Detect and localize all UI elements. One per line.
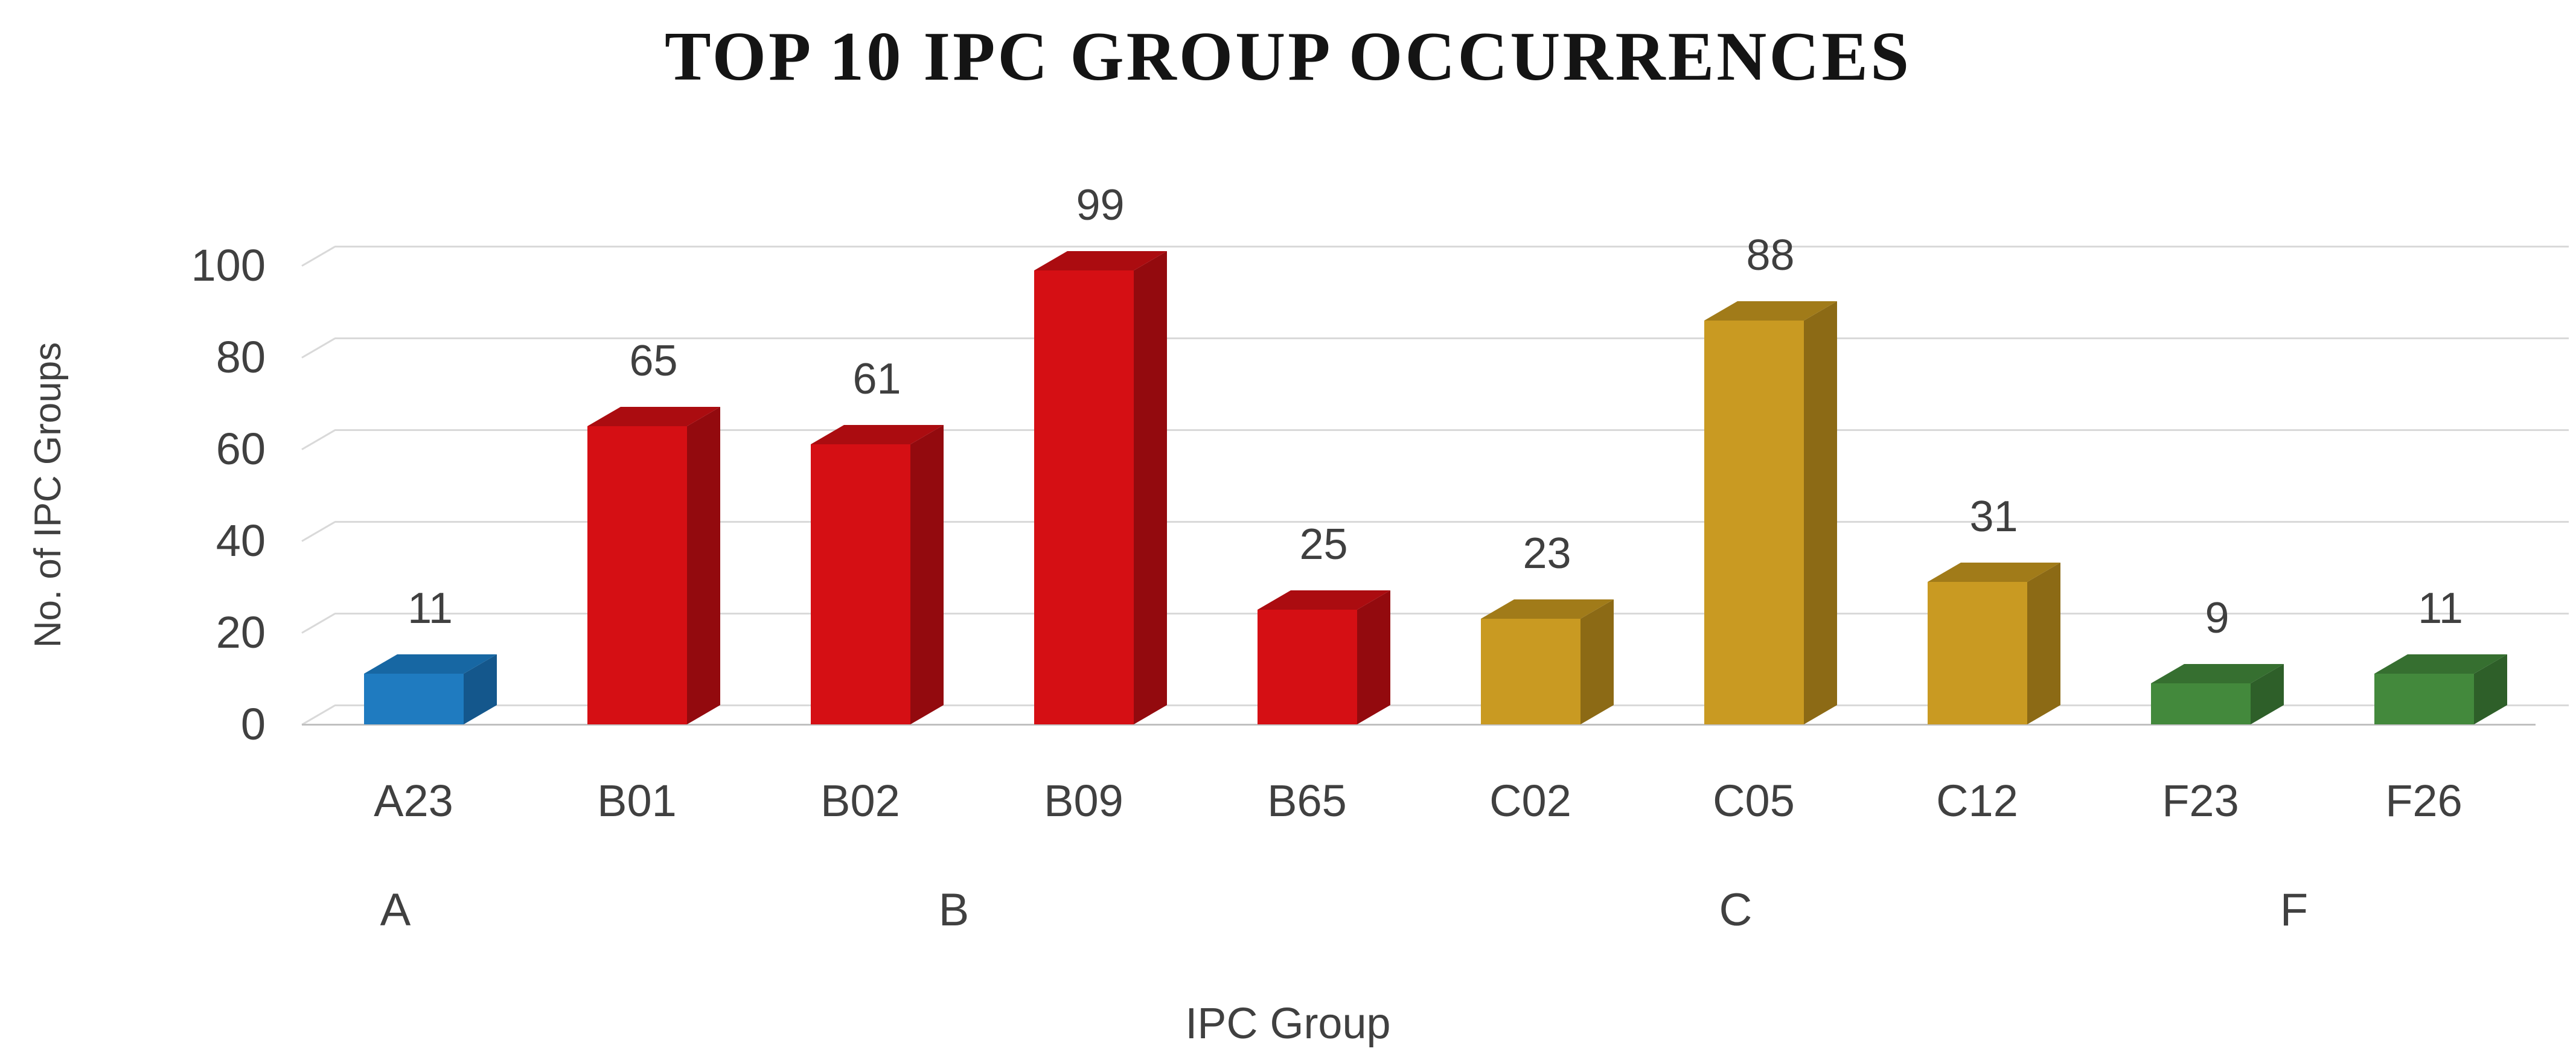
bar bbox=[1704, 321, 1804, 724]
value-label: 25 bbox=[1299, 520, 1348, 569]
group-label: B bbox=[938, 884, 970, 936]
gridline-wall-segment bbox=[301, 612, 336, 634]
category-label: A23 bbox=[374, 776, 453, 826]
category-label: B02 bbox=[820, 776, 900, 826]
bar-side bbox=[1580, 599, 1614, 724]
y-tick-label: 0 bbox=[240, 699, 266, 749]
gridline bbox=[335, 520, 2569, 523]
bar-side bbox=[686, 407, 720, 724]
category-label: F23 bbox=[2162, 776, 2239, 826]
y-tick-label: 20 bbox=[216, 607, 266, 657]
y-tick-label: 80 bbox=[216, 332, 266, 382]
category-label: C05 bbox=[1713, 776, 1795, 826]
category-label: C12 bbox=[1936, 776, 2018, 826]
y-tick-label: 60 bbox=[216, 424, 266, 474]
value-label: 31 bbox=[1969, 493, 2018, 541]
bar bbox=[1257, 610, 1357, 724]
group-label: A bbox=[380, 884, 411, 936]
value-label: 99 bbox=[1076, 180, 1125, 229]
gridline bbox=[335, 429, 2569, 431]
bar-side bbox=[1357, 590, 1390, 724]
value-label: 9 bbox=[2205, 593, 2229, 642]
category-label: B65 bbox=[1267, 776, 1347, 826]
gridline-wall-segment bbox=[301, 704, 336, 726]
gridline-wall-segment bbox=[301, 337, 336, 359]
bar bbox=[1480, 619, 1580, 724]
category-label: F26 bbox=[2385, 776, 2463, 826]
chart-title: TOP 10 IPC GROUP OCCURRENCES bbox=[664, 18, 1912, 95]
category-label: B01 bbox=[597, 776, 677, 826]
value-label: 88 bbox=[1746, 231, 1795, 280]
bar-side bbox=[1133, 251, 1167, 724]
x-axis-line bbox=[302, 723, 2536, 726]
bar-side bbox=[2027, 563, 2060, 724]
gridline bbox=[335, 245, 2569, 247]
bar bbox=[2150, 683, 2251, 724]
group-label: F bbox=[2280, 884, 2309, 936]
bar-side bbox=[910, 425, 944, 724]
bar bbox=[587, 426, 687, 724]
group-label: C bbox=[1719, 884, 1753, 936]
bar-side bbox=[1803, 301, 1837, 724]
value-label: 65 bbox=[629, 337, 678, 385]
bar bbox=[1927, 582, 2027, 724]
gridline bbox=[335, 704, 2569, 706]
gridline bbox=[335, 612, 2569, 615]
bar bbox=[1034, 270, 1134, 724]
gridline-wall-segment bbox=[301, 520, 336, 542]
value-label: 11 bbox=[2418, 584, 2463, 633]
gridline bbox=[335, 337, 2569, 339]
gridline-wall-segment bbox=[301, 245, 336, 267]
value-label: 11 bbox=[407, 584, 453, 633]
bar bbox=[363, 674, 464, 724]
bar bbox=[810, 444, 910, 724]
category-label: C02 bbox=[1489, 776, 1571, 826]
y-tick-label: 40 bbox=[216, 516, 266, 566]
value-label: 61 bbox=[852, 355, 901, 404]
gridline-wall-segment bbox=[301, 429, 336, 450]
bar bbox=[2374, 674, 2474, 724]
x-axis-title: IPC Group bbox=[1185, 1000, 1391, 1048]
y-tick-label: 100 bbox=[191, 240, 266, 290]
value-label: 23 bbox=[1523, 529, 1571, 578]
category-label: B09 bbox=[1044, 776, 1123, 826]
